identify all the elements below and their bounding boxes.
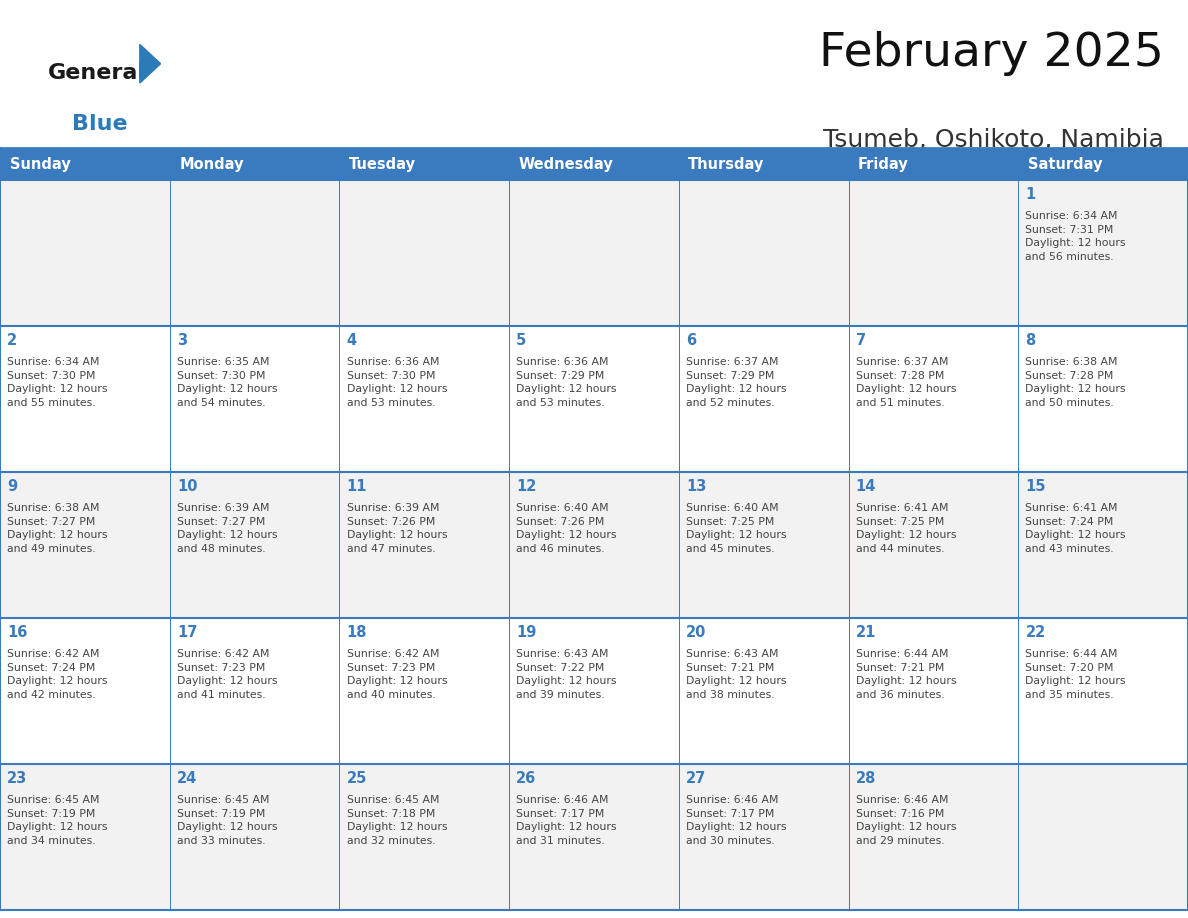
- Text: Blue: Blue: [72, 115, 128, 134]
- Text: Sunrise: 6:40 AM
Sunset: 7:26 PM
Daylight: 12 hours
and 46 minutes.: Sunrise: 6:40 AM Sunset: 7:26 PM Dayligh…: [517, 503, 617, 554]
- Text: Sunrise: 6:43 AM
Sunset: 7:22 PM
Daylight: 12 hours
and 39 minutes.: Sunrise: 6:43 AM Sunset: 7:22 PM Dayligh…: [517, 649, 617, 700]
- Text: 22: 22: [1025, 625, 1045, 641]
- Text: 20: 20: [685, 625, 707, 641]
- Text: Sunrise: 6:35 AM
Sunset: 7:30 PM
Daylight: 12 hours
and 54 minutes.: Sunrise: 6:35 AM Sunset: 7:30 PM Dayligh…: [177, 357, 277, 408]
- Text: Sunrise: 6:36 AM
Sunset: 7:30 PM
Daylight: 12 hours
and 53 minutes.: Sunrise: 6:36 AM Sunset: 7:30 PM Dayligh…: [347, 357, 447, 408]
- Text: 2: 2: [7, 333, 18, 348]
- Text: 1: 1: [1025, 187, 1036, 202]
- Text: Tsumeb, Oshikoto, Namibia: Tsumeb, Oshikoto, Namibia: [823, 129, 1164, 152]
- Text: Sunrise: 6:46 AM
Sunset: 7:16 PM
Daylight: 12 hours
and 29 minutes.: Sunrise: 6:46 AM Sunset: 7:16 PM Dayligh…: [855, 795, 956, 846]
- Text: Friday: Friday: [858, 156, 909, 172]
- Text: 4: 4: [347, 333, 356, 348]
- Text: Sunrise: 6:34 AM
Sunset: 7:31 PM
Daylight: 12 hours
and 56 minutes.: Sunrise: 6:34 AM Sunset: 7:31 PM Dayligh…: [1025, 211, 1126, 262]
- Text: Sunrise: 6:39 AM
Sunset: 7:26 PM
Daylight: 12 hours
and 47 minutes.: Sunrise: 6:39 AM Sunset: 7:26 PM Dayligh…: [347, 503, 447, 554]
- Text: Thursday: Thursday: [688, 156, 765, 172]
- Text: Sunrise: 6:42 AM
Sunset: 7:24 PM
Daylight: 12 hours
and 42 minutes.: Sunrise: 6:42 AM Sunset: 7:24 PM Dayligh…: [7, 649, 108, 700]
- Text: Sunrise: 6:42 AM
Sunset: 7:23 PM
Daylight: 12 hours
and 40 minutes.: Sunrise: 6:42 AM Sunset: 7:23 PM Dayligh…: [347, 649, 447, 700]
- Text: 8: 8: [1025, 333, 1036, 348]
- Text: Sunrise: 6:44 AM
Sunset: 7:21 PM
Daylight: 12 hours
and 36 minutes.: Sunrise: 6:44 AM Sunset: 7:21 PM Dayligh…: [855, 649, 956, 700]
- Text: Tuesday: Tuesday: [349, 156, 416, 172]
- Text: 21: 21: [855, 625, 876, 641]
- Text: 15: 15: [1025, 479, 1045, 495]
- Text: Sunrise: 6:46 AM
Sunset: 7:17 PM
Daylight: 12 hours
and 30 minutes.: Sunrise: 6:46 AM Sunset: 7:17 PM Dayligh…: [685, 795, 786, 846]
- Text: Sunrise: 6:37 AM
Sunset: 7:29 PM
Daylight: 12 hours
and 52 minutes.: Sunrise: 6:37 AM Sunset: 7:29 PM Dayligh…: [685, 357, 786, 408]
- Text: 11: 11: [347, 479, 367, 495]
- Text: 26: 26: [517, 771, 537, 787]
- Text: 16: 16: [7, 625, 27, 641]
- Text: Saturday: Saturday: [1028, 156, 1102, 172]
- Polygon shape: [140, 44, 160, 83]
- Text: Sunrise: 6:36 AM
Sunset: 7:29 PM
Daylight: 12 hours
and 53 minutes.: Sunrise: 6:36 AM Sunset: 7:29 PM Dayligh…: [517, 357, 617, 408]
- Text: Sunrise: 6:43 AM
Sunset: 7:21 PM
Daylight: 12 hours
and 38 minutes.: Sunrise: 6:43 AM Sunset: 7:21 PM Dayligh…: [685, 649, 786, 700]
- Text: 6: 6: [685, 333, 696, 348]
- Text: Sunrise: 6:38 AM
Sunset: 7:27 PM
Daylight: 12 hours
and 49 minutes.: Sunrise: 6:38 AM Sunset: 7:27 PM Dayligh…: [7, 503, 108, 554]
- Text: 28: 28: [855, 771, 876, 787]
- Text: Sunrise: 6:45 AM
Sunset: 7:19 PM
Daylight: 12 hours
and 34 minutes.: Sunrise: 6:45 AM Sunset: 7:19 PM Dayligh…: [7, 795, 108, 846]
- Text: Sunrise: 6:46 AM
Sunset: 7:17 PM
Daylight: 12 hours
and 31 minutes.: Sunrise: 6:46 AM Sunset: 7:17 PM Dayligh…: [517, 795, 617, 846]
- Text: 9: 9: [7, 479, 18, 495]
- Text: Sunrise: 6:34 AM
Sunset: 7:30 PM
Daylight: 12 hours
and 55 minutes.: Sunrise: 6:34 AM Sunset: 7:30 PM Dayligh…: [7, 357, 108, 408]
- Text: February 2025: February 2025: [820, 31, 1164, 76]
- Text: Sunrise: 6:42 AM
Sunset: 7:23 PM
Daylight: 12 hours
and 41 minutes.: Sunrise: 6:42 AM Sunset: 7:23 PM Dayligh…: [177, 649, 277, 700]
- Text: 13: 13: [685, 479, 707, 495]
- Text: 17: 17: [177, 625, 197, 641]
- Text: Sunrise: 6:45 AM
Sunset: 7:18 PM
Daylight: 12 hours
and 32 minutes.: Sunrise: 6:45 AM Sunset: 7:18 PM Dayligh…: [347, 795, 447, 846]
- Text: 23: 23: [7, 771, 27, 787]
- Text: 3: 3: [177, 333, 187, 348]
- Text: 27: 27: [685, 771, 706, 787]
- Text: 25: 25: [347, 771, 367, 787]
- Text: Sunrise: 6:45 AM
Sunset: 7:19 PM
Daylight: 12 hours
and 33 minutes.: Sunrise: 6:45 AM Sunset: 7:19 PM Dayligh…: [177, 795, 277, 846]
- Text: Sunrise: 6:37 AM
Sunset: 7:28 PM
Daylight: 12 hours
and 51 minutes.: Sunrise: 6:37 AM Sunset: 7:28 PM Dayligh…: [855, 357, 956, 408]
- Text: General: General: [48, 63, 145, 83]
- Text: 14: 14: [855, 479, 876, 495]
- Text: Sunday: Sunday: [10, 156, 70, 172]
- Text: Monday: Monday: [179, 156, 244, 172]
- Text: Sunrise: 6:44 AM
Sunset: 7:20 PM
Daylight: 12 hours
and 35 minutes.: Sunrise: 6:44 AM Sunset: 7:20 PM Dayligh…: [1025, 649, 1126, 700]
- Text: Sunrise: 6:41 AM
Sunset: 7:25 PM
Daylight: 12 hours
and 44 minutes.: Sunrise: 6:41 AM Sunset: 7:25 PM Dayligh…: [855, 503, 956, 554]
- Text: 10: 10: [177, 479, 197, 495]
- Text: 5: 5: [517, 333, 526, 348]
- Text: Sunrise: 6:39 AM
Sunset: 7:27 PM
Daylight: 12 hours
and 48 minutes.: Sunrise: 6:39 AM Sunset: 7:27 PM Dayligh…: [177, 503, 277, 554]
- Text: Sunrise: 6:40 AM
Sunset: 7:25 PM
Daylight: 12 hours
and 45 minutes.: Sunrise: 6:40 AM Sunset: 7:25 PM Dayligh…: [685, 503, 786, 554]
- Text: 18: 18: [347, 625, 367, 641]
- Text: 24: 24: [177, 771, 197, 787]
- Text: Wednesday: Wednesday: [519, 156, 613, 172]
- Text: 19: 19: [517, 625, 537, 641]
- Text: 7: 7: [855, 333, 866, 348]
- Text: Sunrise: 6:38 AM
Sunset: 7:28 PM
Daylight: 12 hours
and 50 minutes.: Sunrise: 6:38 AM Sunset: 7:28 PM Dayligh…: [1025, 357, 1126, 408]
- Text: 12: 12: [517, 479, 537, 495]
- Text: Sunrise: 6:41 AM
Sunset: 7:24 PM
Daylight: 12 hours
and 43 minutes.: Sunrise: 6:41 AM Sunset: 7:24 PM Dayligh…: [1025, 503, 1126, 554]
